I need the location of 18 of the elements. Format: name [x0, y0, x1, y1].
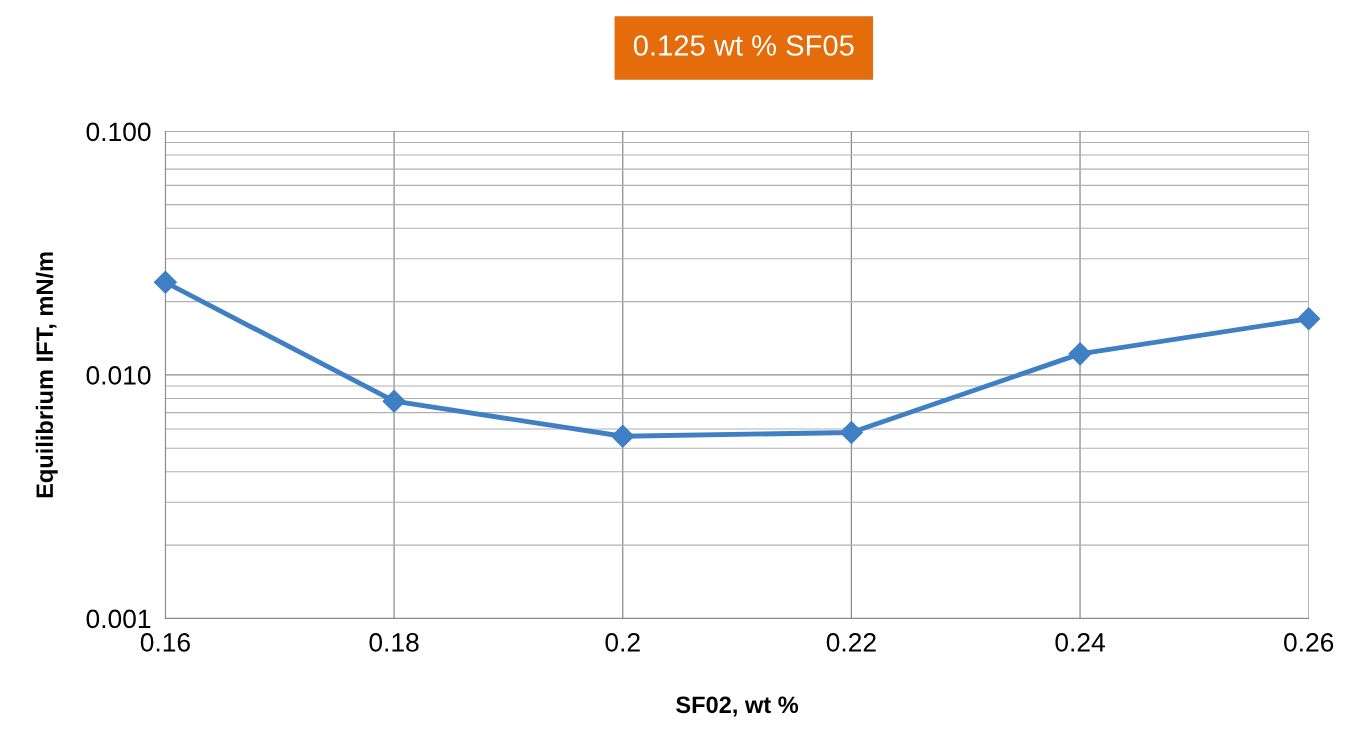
y-axis-title: Equilibrium IFT, mN/m — [35, 252, 58, 498]
point — [611, 424, 635, 448]
chart-title: 0.125 wt % SF05 — [633, 35, 854, 56]
x-tick-label: 0.2 — [605, 633, 640, 652]
point — [153, 270, 177, 294]
x-tick-label: 0.18 — [369, 633, 419, 652]
x-tick-label: 0.24 — [1055, 633, 1105, 652]
y-tick-label: 0.010 — [86, 366, 151, 385]
x-axis-title: SF02, wt % — [676, 696, 799, 717]
x-tick-label: 0.26 — [1284, 633, 1334, 652]
point — [382, 389, 406, 413]
y-tick-label: 0.001 — [86, 609, 151, 629]
x-tick-label: 0.16 — [140, 633, 190, 652]
point — [1297, 307, 1321, 331]
y-tick-label: 0.100 — [86, 122, 151, 142]
point — [839, 421, 863, 445]
x-tick-label: 0.22 — [826, 633, 876, 652]
point — [1068, 342, 1092, 366]
